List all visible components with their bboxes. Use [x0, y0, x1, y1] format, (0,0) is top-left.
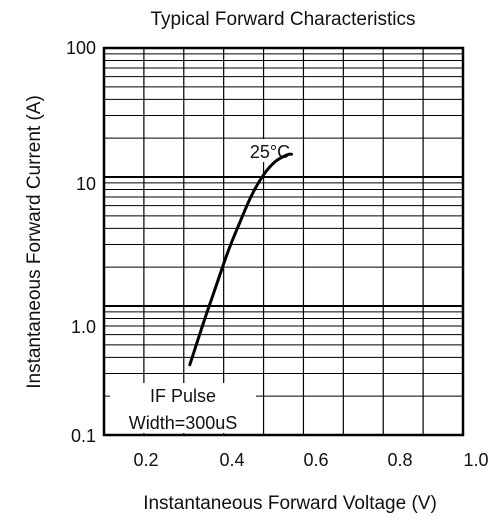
y-tick-label: 1.0 [71, 317, 96, 337]
x-tick-label: 0.2 [133, 450, 158, 470]
pulse-note-background [110, 383, 256, 433]
annotation-pulse-width: Width=300uS [129, 413, 238, 433]
series-label-25c: 25°C [250, 142, 290, 162]
x-tick-label: 0.8 [387, 450, 412, 470]
x-tick-labels: 0.2 0.4 0.6 0.8 1.0 [133, 450, 488, 470]
y-tick-label: 0.1 [71, 426, 96, 446]
y-tick-label: 10 [76, 174, 96, 194]
x-axis-label: Instantaneous Forward Voltage (V) [143, 493, 437, 514]
annotation-if-pulse: IF Pulse [150, 386, 216, 406]
y-tick-label: 100 [66, 38, 96, 58]
annotation-backgrounds [110, 139, 302, 433]
series-line-25c [188, 152, 293, 367]
x-tick-label: 0.4 [219, 450, 244, 470]
chart-title: Typical Forward Characteristics [150, 9, 415, 30]
x-tick-label: 0.6 [303, 450, 328, 470]
y-tick-labels: 0.1 1.0 10 100 [66, 38, 96, 446]
y-axis-label: Instantaneous Forward Current (A) [24, 95, 45, 389]
x-tick-label: 1.0 [463, 450, 488, 470]
plot-frame [102, 46, 465, 437]
grid-lines [104, 48, 463, 435]
